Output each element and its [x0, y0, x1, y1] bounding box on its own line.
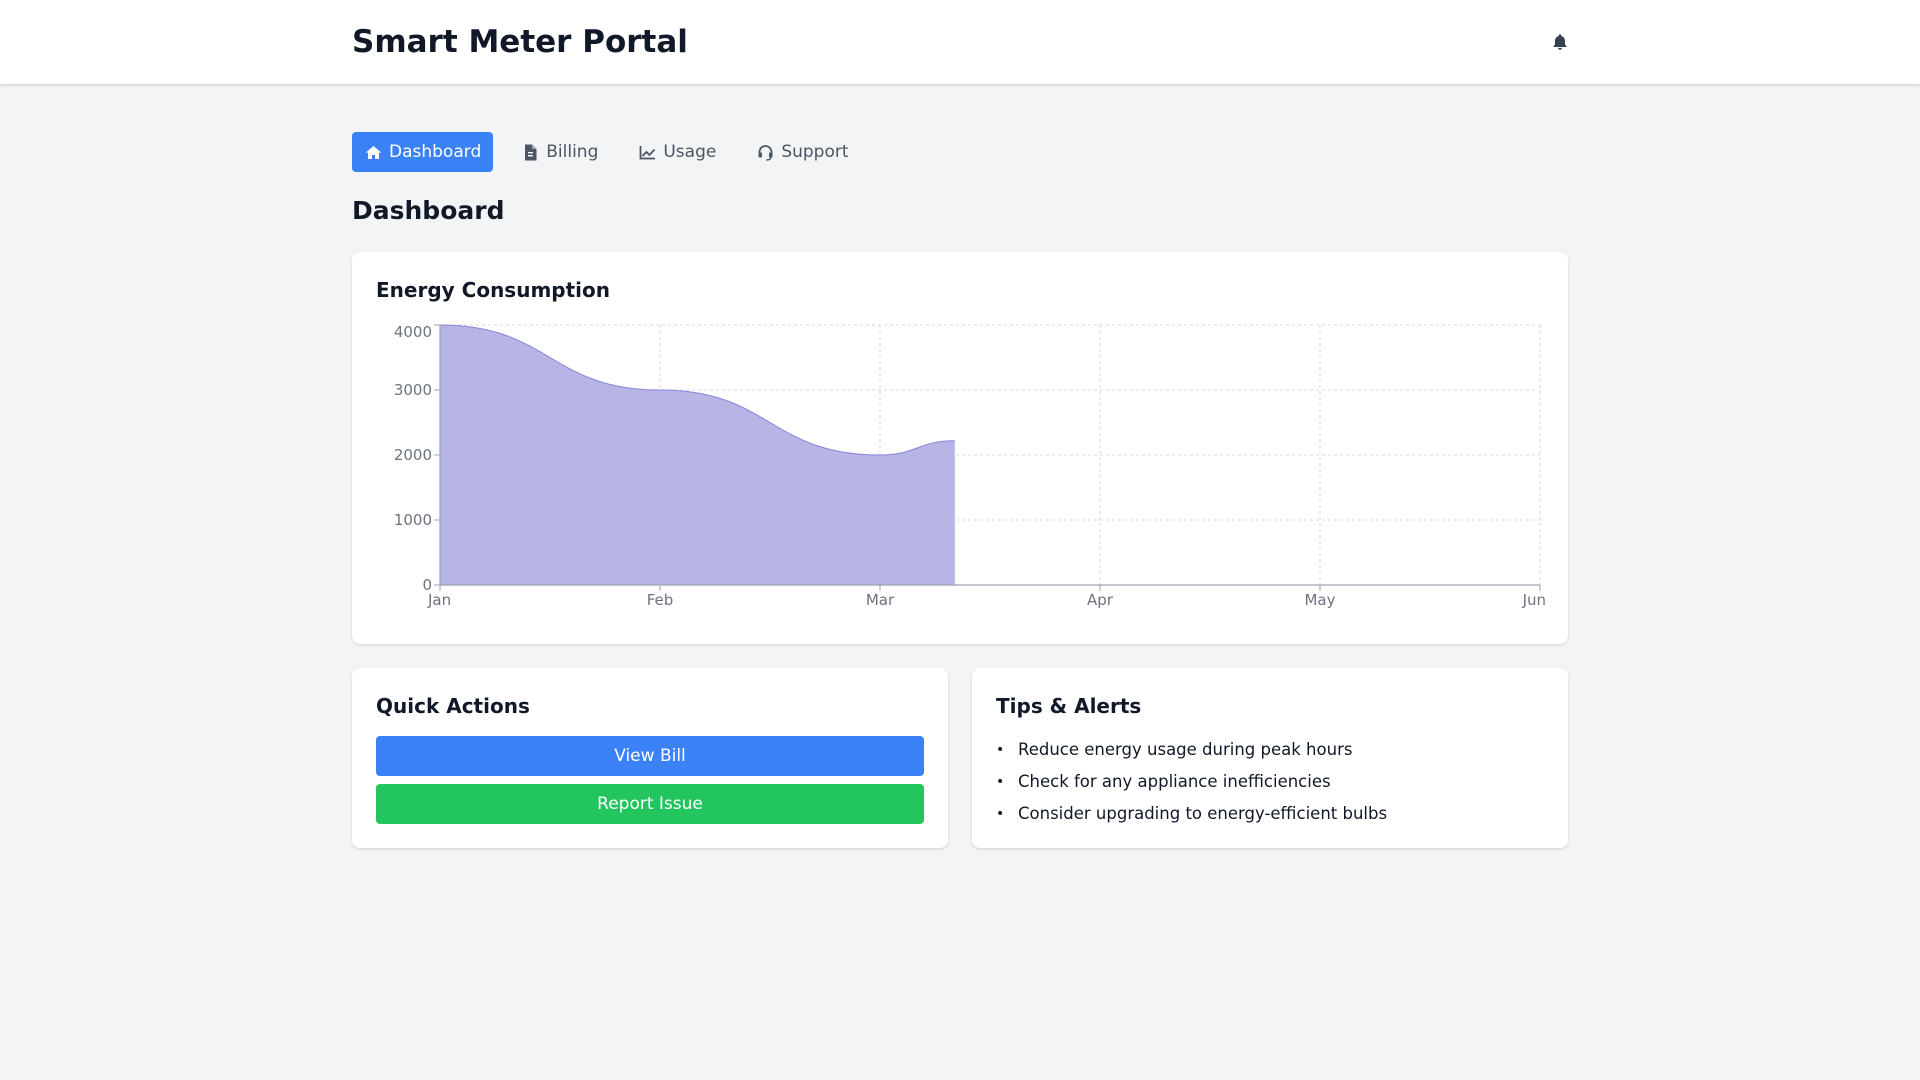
- x-tick-label: Jun: [1522, 591, 1546, 609]
- area-fill: [440, 325, 955, 585]
- bell-icon[interactable]: [1550, 31, 1570, 53]
- headset-icon: [756, 143, 774, 161]
- nav-item-support[interactable]: Support: [744, 132, 860, 172]
- x-tick-label: Apr: [1087, 591, 1114, 609]
- x-tick-label: Mar: [866, 591, 895, 609]
- chart-card-title: Energy Consumption: [376, 278, 610, 302]
- energy-consumption-chart: 0 1000 2000 3000 4000 Jan Feb Mar Apr May Jun: [394, 323, 1546, 609]
- home-icon: [364, 143, 382, 161]
- quick-actions-card: Quick Actions View Bill Report Issue: [352, 668, 948, 848]
- list-item: • Check for any appliance inefficiencies: [996, 766, 1387, 798]
- nav-item-dashboard[interactable]: Dashboard: [352, 132, 494, 172]
- nav-item-label: Usage: [663, 142, 717, 162]
- main-nav: Dashboard Billing Usage Support: [352, 132, 877, 172]
- tip-text: Consider upgrading to energy-efficient b…: [1018, 804, 1388, 823]
- x-tick-label: Feb: [647, 591, 674, 609]
- energy-consumption-card: Energy Consumption 0 1000 2000 3000 4000 Jan F…: [352, 252, 1568, 644]
- area-line: [439, 324, 955, 456]
- list-item: • Reduce energy usage during peak hours: [996, 734, 1387, 766]
- y-tick-label: 1000: [394, 511, 432, 529]
- top-header: Smart Meter Portal: [0, 0, 1920, 84]
- tips-list: • Reduce energy usage during peak hours •…: [996, 734, 1387, 830]
- tip-text: Check for any appliance inefficiencies: [1018, 772, 1331, 791]
- bullet: •: [996, 806, 1005, 822]
- x-tick-label: Jan: [427, 591, 451, 609]
- report-issue-button[interactable]: Report Issue: [376, 784, 924, 824]
- bullet: •: [996, 774, 1005, 790]
- nav-item-billing[interactable]: Billing: [509, 132, 610, 172]
- list-item: • Consider upgrading to energy-efficient …: [996, 798, 1387, 830]
- quick-actions-title: Quick Actions: [376, 694, 530, 718]
- nav-item-label: Support: [781, 142, 849, 162]
- bullet: •: [996, 742, 1005, 758]
- tip-text: Reduce energy usage during peak hours: [1018, 740, 1353, 759]
- app-title: Smart Meter Portal: [352, 24, 688, 60]
- tips-alerts-title: Tips & Alerts: [996, 694, 1142, 718]
- x-tick-label: May: [1304, 591, 1335, 609]
- y-tick-label: 2000: [394, 446, 432, 464]
- y-tick-label: 3000: [394, 381, 432, 399]
- nav-item-label: Billing: [546, 142, 599, 162]
- nav-item-label: Dashboard: [389, 142, 482, 162]
- tips-alerts-card: Tips & Alerts • Reduce energy usage durin…: [972, 668, 1568, 848]
- view-bill-button[interactable]: View Bill: [376, 736, 924, 776]
- chart-line-icon: [638, 143, 656, 161]
- page-title: Dashboard: [352, 196, 505, 225]
- nav-item-usage[interactable]: Usage: [626, 132, 728, 172]
- file-invoice-icon: [521, 143, 539, 161]
- y-tick-label: 4000: [394, 323, 432, 341]
- y-tick-label: 0: [422, 576, 432, 594]
